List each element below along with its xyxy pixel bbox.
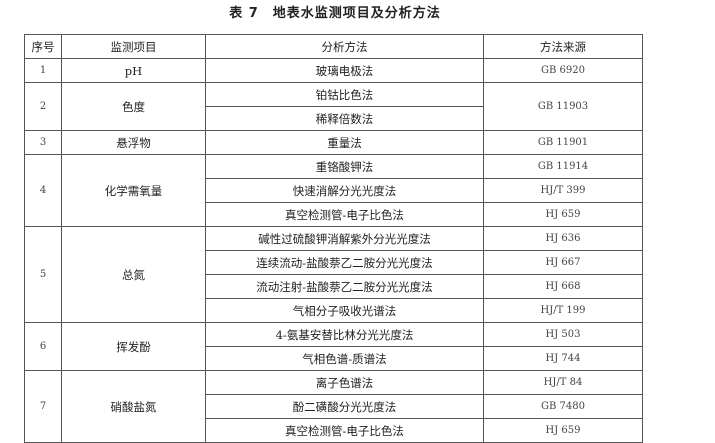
row-source: HJ/T 399: [483, 178, 643, 203]
row-method: 酚二磺酸分光光度法: [205, 394, 484, 419]
table-row: 2 色度 铂钴比色法 GB 11903: [24, 82, 643, 131]
table-row: 快速消解分光光度法 HJ/T 399: [25, 178, 643, 203]
table-row: 4 化学需氧量 重铬酸钾法 GB 11914: [24, 154, 643, 227]
row-method: 铂钴比色法: [205, 82, 484, 107]
row-method: 稀释倍数法: [205, 106, 484, 131]
row-source: HJ 667: [483, 250, 643, 275]
row-item: 悬浮物: [61, 130, 206, 155]
row-source: GB 11903: [483, 82, 643, 131]
row-method: 气相色谱-质谱法: [205, 346, 484, 371]
row-source: HJ/T 84: [483, 370, 643, 395]
row-method: 重铬酸钾法: [205, 154, 484, 179]
row-item: 总氮: [61, 226, 206, 323]
table-title: 表 7 地表水监测项目及分析方法: [229, 6, 441, 21]
row-source: HJ 744: [483, 346, 643, 371]
table-row: 稀释倍数法: [25, 106, 643, 131]
row-no: 1: [24, 58, 62, 83]
row-no: 6: [24, 322, 62, 371]
row-source: HJ 636: [483, 226, 643, 251]
header-item: 监测项目: [61, 34, 206, 59]
header-row: 序号 监测项目 分析方法 方法来源: [24, 34, 643, 59]
row-item: pH: [61, 58, 206, 83]
row-no: 7: [24, 370, 62, 443]
row-source: HJ 668: [483, 274, 643, 299]
row-source: GB 11914: [483, 154, 643, 179]
row-item: 挥发酚: [61, 322, 206, 371]
row-item: 色度: [61, 82, 206, 131]
row-method: 碱性过硫酸钾消解紫外分光光度法: [205, 226, 484, 251]
monitoring-methods-table: 序号 监测项目 分析方法 方法来源 1 pH 玻璃电极法 GB 6920 2 色…: [24, 34, 643, 443]
row-source: HJ 503: [483, 322, 643, 347]
row-source: HJ 659: [483, 202, 643, 227]
table-row: 5 总氮 碱性过硫酸钾消解紫外分光光度法 HJ 636: [24, 226, 643, 323]
row-method: 快速消解分光光度法: [205, 178, 484, 203]
row-no: 3: [24, 130, 62, 155]
row-method: 玻璃电极法: [205, 58, 484, 83]
row-no: 2: [24, 82, 62, 131]
header-method: 分析方法: [205, 34, 484, 59]
table-row: 7 硝酸盐氮 离子色谱法 HJ/T 84: [24, 370, 643, 443]
row-no: 5: [24, 226, 62, 323]
row-source: GB 11901: [483, 130, 643, 155]
row-item: 化学需氧量: [61, 154, 206, 227]
row-method: 气相分子吸收光谱法: [205, 298, 484, 323]
table-row: 连续流动-盐酸萘乙二胺分光光度法 HJ 667: [25, 250, 643, 275]
row-method: 真空检测管-电子比色法: [205, 202, 484, 227]
row-method: 连续流动-盐酸萘乙二胺分光光度法: [205, 250, 484, 275]
table-row: 6 挥发酚 4-氨基安替比林分光光度法 HJ 503: [24, 322, 643, 371]
row-source: GB 7480: [483, 394, 643, 419]
table-row: 3 悬浮物 重量法 GB 11901: [24, 130, 643, 155]
row-method: 真空检测管-电子比色法: [205, 418, 484, 443]
row-no: 4: [24, 154, 62, 227]
row-method: 重量法: [205, 130, 484, 155]
row-source: HJ 659: [483, 418, 643, 443]
row-source: HJ/T 199: [483, 298, 643, 323]
row-method: 离子色谱法: [205, 370, 484, 395]
header-no: 序号: [24, 34, 62, 59]
row-source: GB 6920: [483, 58, 643, 83]
table-row: 1 pH 玻璃电极法 GB 6920: [24, 58, 643, 83]
header-source: 方法来源: [483, 34, 643, 59]
row-method: 流动注射-盐酸萘乙二胺分光光度法: [205, 274, 484, 299]
row-method: 4-氨基安替比林分光光度法: [205, 322, 484, 347]
row-item: 硝酸盐氮: [61, 370, 206, 443]
